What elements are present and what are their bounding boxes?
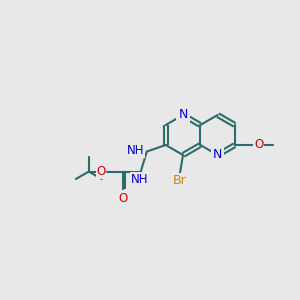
Text: Br: Br <box>173 174 187 187</box>
Text: N: N <box>178 109 188 122</box>
Text: O: O <box>118 191 128 205</box>
Text: O: O <box>97 165 106 178</box>
Text: O: O <box>254 139 263 152</box>
Text: NH: NH <box>131 172 148 185</box>
Text: N: N <box>213 148 222 161</box>
Text: NH: NH <box>127 144 145 157</box>
